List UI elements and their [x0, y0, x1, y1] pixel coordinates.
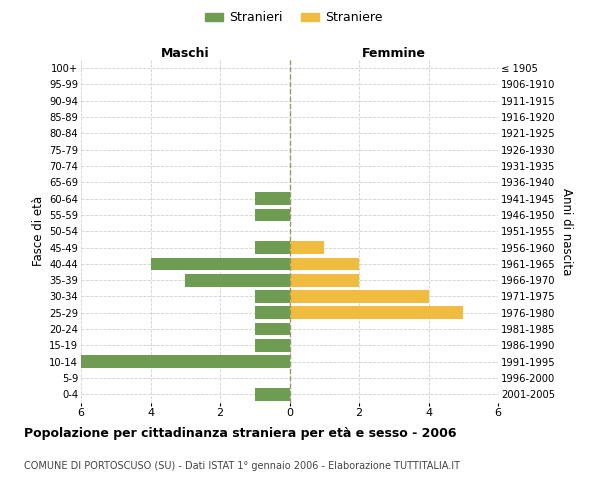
Bar — [255, 322, 290, 336]
Y-axis label: Fasce di età: Fasce di età — [32, 196, 45, 266]
Bar — [290, 306, 463, 319]
Bar — [290, 290, 428, 303]
Bar — [255, 241, 290, 254]
Bar — [255, 290, 290, 303]
Bar — [151, 258, 290, 270]
Bar — [255, 192, 290, 205]
Y-axis label: Anni di nascita: Anni di nascita — [560, 188, 572, 275]
Bar — [255, 306, 290, 319]
Bar — [290, 274, 359, 286]
Bar — [255, 208, 290, 222]
Bar — [255, 339, 290, 352]
Bar — [185, 274, 290, 286]
Bar — [255, 388, 290, 400]
Bar — [81, 356, 290, 368]
Text: Maschi: Maschi — [161, 47, 209, 60]
Text: COMUNE DI PORTOSCUSO (SU) - Dati ISTAT 1° gennaio 2006 - Elaborazione TUTTITALIA: COMUNE DI PORTOSCUSO (SU) - Dati ISTAT 1… — [24, 461, 460, 471]
Bar — [290, 258, 359, 270]
Text: Femmine: Femmine — [362, 47, 426, 60]
Text: Popolazione per cittadinanza straniera per età e sesso - 2006: Popolazione per cittadinanza straniera p… — [24, 428, 457, 440]
Bar — [290, 241, 324, 254]
Legend: Stranieri, Straniere: Stranieri, Straniere — [200, 6, 388, 29]
